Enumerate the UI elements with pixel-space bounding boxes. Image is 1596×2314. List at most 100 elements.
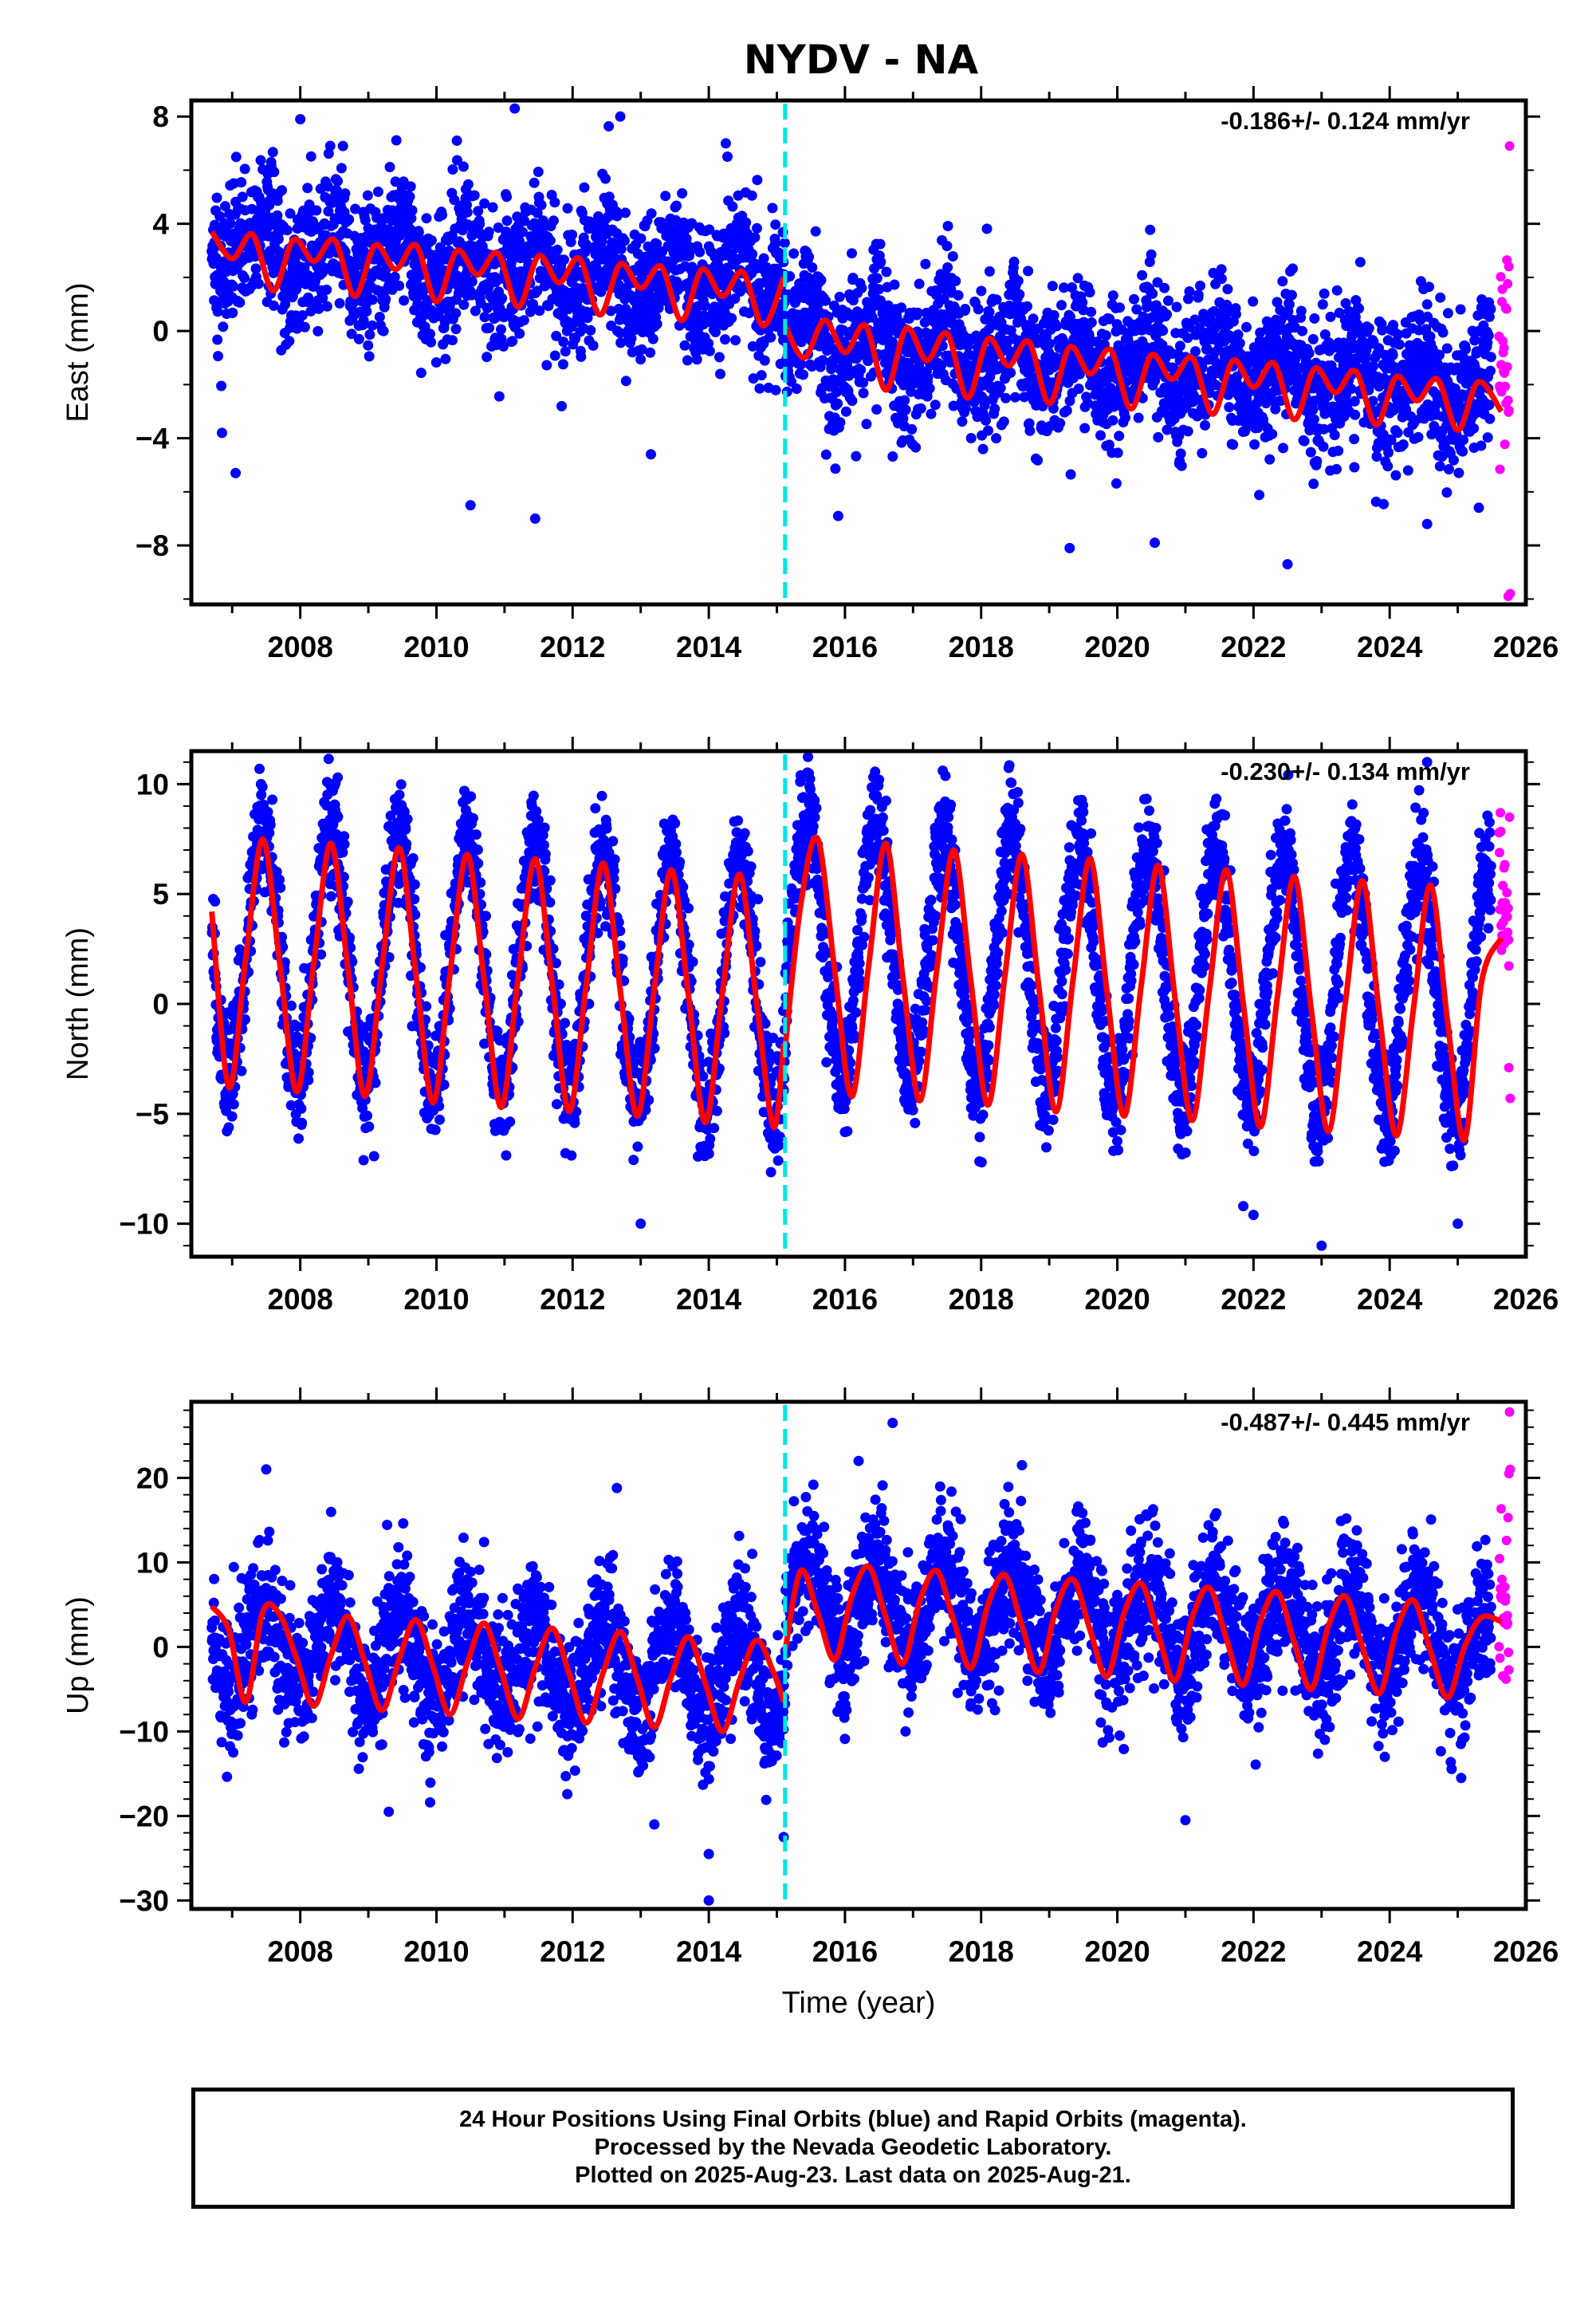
final-orbit-point bbox=[450, 324, 462, 335]
final-orbit-point bbox=[296, 1103, 307, 1114]
final-orbit-point bbox=[484, 322, 495, 333]
final-orbit-point bbox=[871, 273, 883, 284]
final-orbit-point bbox=[704, 224, 715, 235]
final-orbit-point bbox=[1382, 461, 1394, 472]
final-orbit-point bbox=[560, 346, 571, 357]
final-orbit-point bbox=[317, 262, 328, 273]
final-orbit-point bbox=[910, 442, 922, 453]
final-orbit-point bbox=[715, 368, 725, 380]
final-orbit-point bbox=[1460, 344, 1471, 355]
final-orbit-point bbox=[765, 332, 776, 343]
final-orbit-point bbox=[981, 415, 991, 426]
final-orbit-outlier bbox=[832, 510, 843, 521]
final-orbit-point bbox=[267, 794, 278, 805]
final-orbit-point bbox=[1455, 304, 1466, 315]
final-orbit-point bbox=[816, 274, 827, 285]
final-orbit-point bbox=[600, 173, 611, 184]
final-orbit-point bbox=[236, 177, 247, 188]
final-orbit-point bbox=[1162, 309, 1173, 320]
final-orbit-point bbox=[748, 373, 759, 384]
final-orbit-point bbox=[1158, 325, 1169, 336]
final-orbit-point bbox=[339, 839, 350, 850]
final-orbit-point bbox=[900, 404, 911, 415]
final-orbit-point bbox=[1159, 282, 1170, 293]
final-orbit-point bbox=[953, 289, 964, 301]
final-orbit-point bbox=[434, 242, 446, 253]
final-orbit-point bbox=[501, 215, 513, 226]
final-orbit-outlier bbox=[465, 500, 476, 511]
final-orbit-point bbox=[694, 246, 706, 258]
rapid-orbit-point bbox=[1503, 278, 1513, 289]
final-orbit-point bbox=[704, 345, 715, 356]
final-orbit-point bbox=[1482, 432, 1493, 443]
final-orbit-outlier bbox=[216, 427, 227, 439]
final-orbit-outlier bbox=[615, 111, 626, 122]
final-orbit-point bbox=[517, 226, 528, 238]
final-orbit-point bbox=[942, 221, 953, 231]
final-orbit-point bbox=[847, 396, 858, 407]
final-orbit-point bbox=[656, 222, 667, 234]
final-orbit-point bbox=[532, 285, 543, 297]
final-orbit-point bbox=[1107, 290, 1118, 301]
rapid-orbit-point bbox=[1503, 591, 1513, 601]
final-orbit-point bbox=[1146, 249, 1157, 260]
final-orbit-point bbox=[858, 388, 869, 399]
final-orbit-point bbox=[1378, 498, 1390, 510]
final-orbit-point bbox=[434, 1114, 445, 1125]
final-orbit-point bbox=[741, 217, 752, 228]
final-orbit-point bbox=[942, 262, 953, 273]
final-orbit-point bbox=[832, 398, 843, 409]
final-orbit-point bbox=[1193, 289, 1204, 301]
final-orbit-point bbox=[752, 175, 763, 186]
panel-1: 2008 2010 2012 2014 2016 2018 2020 2022 2024 2026… bbox=[61, 86, 1559, 663]
final-orbit-point bbox=[1044, 338, 1055, 349]
final-orbit-point bbox=[960, 403, 971, 414]
final-orbit-point bbox=[746, 190, 757, 201]
final-orbit-point bbox=[466, 289, 477, 301]
final-orbit-point bbox=[482, 302, 493, 313]
final-orbit-point bbox=[786, 376, 797, 388]
final-orbit-point bbox=[834, 291, 845, 302]
final-orbit-point bbox=[237, 191, 248, 203]
final-orbit-point bbox=[311, 205, 322, 216]
final-orbit-point bbox=[1232, 329, 1244, 340]
final-orbit-point bbox=[238, 273, 250, 283]
final-orbit-point bbox=[1394, 339, 1405, 350]
final-orbit-point bbox=[514, 328, 525, 339]
x-tick-label: 2012 bbox=[540, 631, 605, 663]
final-orbit-point bbox=[212, 306, 223, 317]
final-orbit-point bbox=[729, 293, 741, 304]
final-orbit-point bbox=[430, 357, 442, 368]
final-orbit-point bbox=[1441, 487, 1453, 498]
final-orbit-point bbox=[1485, 304, 1496, 315]
final-orbit-point bbox=[340, 188, 351, 199]
final-orbit-point bbox=[407, 205, 418, 216]
y-tick-label: 4 bbox=[152, 208, 169, 241]
final-orbit-point bbox=[265, 820, 276, 830]
final-orbit-point bbox=[474, 218, 485, 230]
final-orbit-point bbox=[603, 120, 615, 132]
x-tick-label: 2010 bbox=[403, 631, 469, 663]
final-orbit-point bbox=[281, 225, 293, 236]
y-tick-label: 8 bbox=[152, 100, 169, 133]
final-orbit-point bbox=[426, 235, 437, 246]
final-orbit-point bbox=[452, 155, 462, 166]
final-orbit-point bbox=[1137, 270, 1148, 281]
final-orbit-point bbox=[302, 183, 313, 194]
final-orbit-point bbox=[1354, 257, 1366, 268]
final-orbit-point bbox=[394, 280, 405, 291]
final-orbit-point bbox=[1079, 423, 1091, 434]
final-orbit-point bbox=[394, 878, 405, 889]
final-orbit-point bbox=[559, 254, 569, 266]
final-orbit-point bbox=[1065, 469, 1076, 480]
final-orbit-point bbox=[1297, 325, 1307, 336]
final-orbit-point bbox=[585, 325, 596, 336]
final-orbit-point bbox=[421, 213, 432, 224]
final-orbit-point bbox=[470, 305, 481, 317]
rapid-orbit-points bbox=[1494, 141, 1515, 601]
final-orbit-point bbox=[346, 329, 357, 340]
final-orbit-point bbox=[394, 789, 405, 801]
final-orbit-point bbox=[1112, 447, 1123, 458]
final-orbit-point bbox=[210, 253, 222, 264]
final-orbit-point bbox=[1147, 288, 1158, 299]
